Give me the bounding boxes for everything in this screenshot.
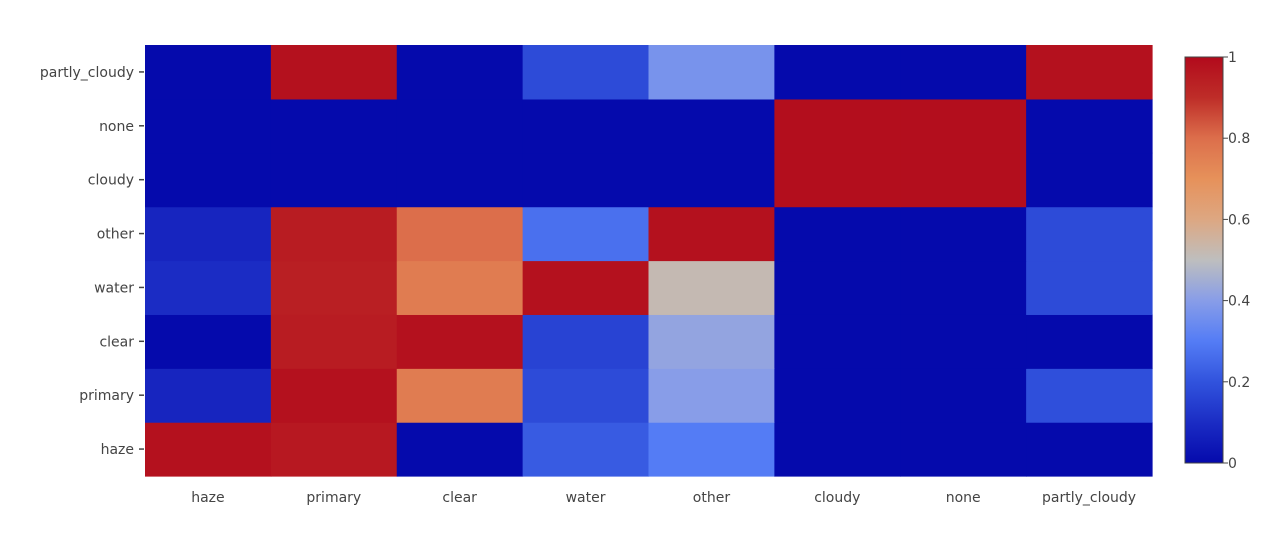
- heatmap-cell-clear-partly-cloudy: [1026, 314, 1153, 369]
- heatmap-cell-haze-haze: [145, 422, 272, 477]
- y-axis: haze primary clear water other cloudy none part…: [40, 65, 144, 458]
- heatmap-cells: [145, 45, 1153, 477]
- heatmap-cell-partly-cloudy-primary: [270, 45, 398, 100]
- heatmap-cell-partly-cloudy-other: [648, 45, 775, 100]
- heatmap-cell-cloudy-partly-cloudy: [1026, 152, 1153, 208]
- y-tick-label-other: other: [97, 227, 135, 243]
- heatmap-cell-none-other: [648, 98, 775, 154]
- heatmap-cell-partly-cloudy-haze: [145, 45, 272, 100]
- heatmap-cell-haze-none: [900, 422, 1027, 477]
- heatmap-cell-other-cloudy: [774, 206, 901, 262]
- heatmap-cell-cloudy-clear: [396, 152, 524, 208]
- colorbar: 0 0.2 0.4 0.6 0.8 1: [1184, 50, 1250, 472]
- heatmap-cell-partly-cloudy-water: [522, 45, 650, 100]
- heatmap-cell-primary-water: [522, 368, 650, 423]
- colorbar-tick-label: 0.6: [1228, 212, 1250, 228]
- x-tick-label-clear: clear: [442, 490, 477, 506]
- heatmap-cell-none-primary: [270, 98, 398, 154]
- heatmap-cell-partly-cloudy-cloudy: [774, 45, 901, 100]
- heatmap-cell-cloudy-cloudy: [774, 152, 901, 208]
- heatmap-cell-primary-cloudy: [774, 368, 901, 423]
- colorbar-tick-label: 0.8: [1228, 131, 1250, 147]
- heatmap-cell-clear-haze: [145, 314, 272, 369]
- colorbar-tick-label: 0: [1228, 456, 1237, 472]
- heatmap-cell-water-partly-cloudy: [1026, 260, 1153, 315]
- heatmap-cell-primary-primary: [270, 368, 398, 423]
- colorbar-gradient: [1184, 56, 1224, 464]
- heatmap-cell-none-partly-cloudy: [1026, 98, 1153, 154]
- y-tick-label-cloudy: cloudy: [88, 173, 134, 189]
- heatmap-cell-cloudy-none: [900, 152, 1027, 208]
- heatmap-cell-clear-water: [522, 314, 650, 369]
- colorbar-tick-label: 1: [1228, 50, 1237, 66]
- heatmap-cell-clear-primary: [270, 314, 398, 369]
- heatmap-cell-cloudy-haze: [145, 152, 272, 208]
- colorbar-tick-label: 0.4: [1228, 294, 1250, 310]
- heatmap-cell-partly-cloudy-clear: [396, 45, 524, 100]
- heatmap-cell-none-none: [900, 98, 1027, 154]
- y-tick-label-clear: clear: [99, 334, 134, 350]
- x-tick-label-primary: primary: [306, 490, 361, 506]
- x-tick-label-water: water: [566, 490, 606, 506]
- x-tick-label-partly-cloudy: partly_cloudy: [1042, 490, 1136, 506]
- y-tick-label-water: water: [94, 280, 134, 296]
- heatmap-cell-none-water: [522, 98, 650, 154]
- heatmap-cell-other-haze: [145, 206, 272, 262]
- heatmap-cell-other-none: [900, 206, 1027, 262]
- x-tick-label-none: none: [946, 490, 981, 506]
- heatmap-cell-clear-cloudy: [774, 314, 901, 369]
- heatmap-cell-water-water: [522, 260, 650, 315]
- heatmap-cell-water-none: [900, 260, 1027, 315]
- heatmap-cell-other-clear: [396, 206, 524, 262]
- heatmap-cell-primary-haze: [145, 368, 272, 423]
- heatmap-cell-cloudy-water: [522, 152, 650, 208]
- heatmap-cell-cloudy-primary: [270, 152, 398, 208]
- heatmap-cell-haze-water: [522, 422, 650, 477]
- heatmap-cell-primary-clear: [396, 368, 524, 423]
- heatmap-cell-primary-other: [648, 368, 775, 423]
- heatmap-cell-water-other: [648, 260, 775, 315]
- y-tick-label-none: none: [99, 119, 134, 135]
- heatmap-cell-haze-clear: [396, 422, 524, 477]
- heatmap-cell-other-other: [648, 206, 775, 262]
- x-tick-label-haze: haze: [191, 490, 224, 506]
- heatmap-cell-primary-none: [900, 368, 1027, 423]
- heatmap-cell-water-cloudy: [774, 260, 901, 315]
- x-tick-label-cloudy: cloudy: [814, 490, 860, 506]
- x-axis: haze primary clear water other cloudy none part…: [191, 490, 1136, 506]
- heatmap-cell-clear-other: [648, 314, 775, 369]
- heatmap-cell-none-clear: [396, 98, 524, 154]
- heatmap-cell-partly-cloudy-none: [900, 45, 1027, 100]
- colorbar-tick-label: 0.2: [1228, 375, 1250, 391]
- heatmap-cell-none-cloudy: [774, 98, 901, 154]
- heatmap-cell-other-water: [522, 206, 650, 262]
- y-tick-label-primary: primary: [79, 388, 134, 404]
- heatmap-cell-other-partly-cloudy: [1026, 206, 1153, 262]
- heatmap-cell-water-clear: [396, 260, 524, 315]
- heatmap-cell-haze-other: [648, 422, 775, 477]
- heatmap-cell-water-primary: [270, 260, 398, 315]
- heatmap-cell-other-primary: [270, 206, 398, 262]
- heatmap-cell-haze-primary: [270, 422, 398, 477]
- heatmap-cell-haze-partly-cloudy: [1026, 422, 1153, 477]
- heatmap-cell-water-haze: [145, 260, 272, 315]
- heatmap-cell-cloudy-other: [648, 152, 775, 208]
- heatmap-cell-none-haze: [145, 98, 272, 154]
- heatmap-cell-haze-cloudy: [774, 422, 901, 477]
- heatmap-cell-clear-clear: [396, 314, 524, 369]
- heatmap-cell-partly-cloudy-partly-cloudy: [1026, 45, 1153, 100]
- heatmap-cell-primary-partly-cloudy: [1026, 368, 1153, 423]
- x-tick-label-other: other: [693, 490, 731, 506]
- y-tick-label-partly-cloudy: partly_cloudy: [40, 65, 134, 81]
- heatmap-cell-clear-none: [900, 314, 1027, 369]
- y-tick-label-haze: haze: [101, 442, 134, 458]
